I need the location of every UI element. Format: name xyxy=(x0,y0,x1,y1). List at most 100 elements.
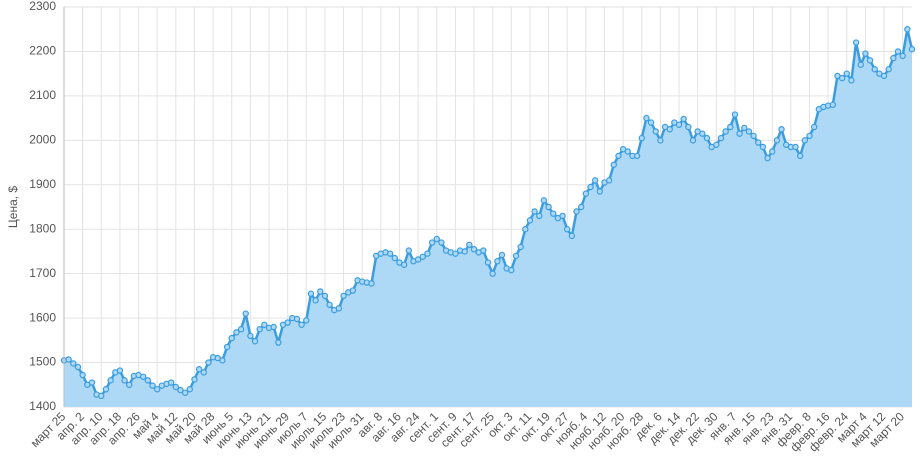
point xyxy=(852,39,860,46)
point xyxy=(312,297,319,304)
point xyxy=(890,54,897,62)
point xyxy=(470,246,478,253)
point xyxy=(573,208,580,215)
point xyxy=(494,258,501,265)
point xyxy=(526,217,534,224)
point xyxy=(866,57,874,64)
point xyxy=(633,152,641,160)
area-fill xyxy=(64,29,912,407)
point xyxy=(251,338,259,345)
point xyxy=(759,143,767,151)
point xyxy=(899,52,906,60)
point xyxy=(666,126,673,133)
point xyxy=(727,123,734,131)
point xyxy=(74,363,82,371)
point xyxy=(796,152,804,160)
point xyxy=(391,254,399,262)
point xyxy=(731,111,739,118)
point xyxy=(433,235,440,243)
point xyxy=(498,251,506,259)
point xyxy=(857,61,864,68)
point xyxy=(237,326,245,333)
point xyxy=(577,203,585,211)
point xyxy=(149,382,156,389)
point xyxy=(424,250,431,257)
point xyxy=(717,134,725,142)
point xyxy=(764,154,771,162)
y-tick-label: 2100 xyxy=(29,88,56,102)
point xyxy=(638,134,645,142)
point xyxy=(512,252,520,260)
point xyxy=(675,121,683,128)
point xyxy=(689,137,697,144)
y-tick-label: 1500 xyxy=(29,355,56,369)
point xyxy=(400,261,408,268)
point xyxy=(466,241,473,248)
point xyxy=(438,239,445,246)
y-tick-label: 2200 xyxy=(29,44,56,58)
point xyxy=(699,130,706,137)
y-tick-label: 1800 xyxy=(29,221,56,235)
point xyxy=(624,148,631,155)
point xyxy=(284,319,291,326)
point xyxy=(195,366,203,373)
point xyxy=(652,128,659,135)
y-tick-label: 2300 xyxy=(29,0,56,13)
point xyxy=(191,376,198,383)
point xyxy=(177,386,184,394)
point xyxy=(205,359,212,366)
point xyxy=(722,128,729,135)
point xyxy=(200,369,207,376)
point xyxy=(568,232,576,240)
point xyxy=(741,124,748,132)
point xyxy=(480,247,487,254)
point xyxy=(885,66,892,73)
point xyxy=(536,212,543,220)
point xyxy=(643,114,650,122)
point xyxy=(596,188,604,195)
point xyxy=(838,74,846,82)
point xyxy=(810,123,818,131)
point xyxy=(88,379,96,386)
point xyxy=(559,212,566,220)
point xyxy=(307,290,315,297)
point xyxy=(591,177,599,184)
point xyxy=(736,130,743,137)
point xyxy=(219,357,226,364)
point xyxy=(70,360,77,367)
point xyxy=(871,66,878,73)
point xyxy=(755,139,762,146)
y-tick-label: 1900 xyxy=(29,177,56,191)
point xyxy=(829,101,836,108)
point xyxy=(862,50,869,57)
point xyxy=(489,270,496,277)
y-tick-label: 1400 xyxy=(29,399,56,413)
point xyxy=(172,383,180,391)
point xyxy=(685,123,692,131)
point xyxy=(428,239,436,246)
point xyxy=(904,26,911,33)
point xyxy=(126,381,133,388)
point xyxy=(773,137,781,144)
point xyxy=(745,128,753,135)
point xyxy=(167,379,175,386)
point xyxy=(107,377,114,384)
point xyxy=(587,183,594,191)
point xyxy=(386,250,394,257)
point xyxy=(242,310,249,317)
point xyxy=(647,119,655,126)
point xyxy=(181,389,189,396)
y-tick-label: 1600 xyxy=(29,310,56,324)
y-tick-label: 2000 xyxy=(29,133,56,147)
point xyxy=(247,332,254,340)
point xyxy=(564,226,571,233)
point xyxy=(414,256,422,263)
point xyxy=(605,177,613,184)
point xyxy=(750,132,757,140)
point xyxy=(79,371,86,379)
point xyxy=(545,203,552,211)
point xyxy=(335,305,343,312)
point xyxy=(349,287,357,294)
point xyxy=(531,208,538,215)
